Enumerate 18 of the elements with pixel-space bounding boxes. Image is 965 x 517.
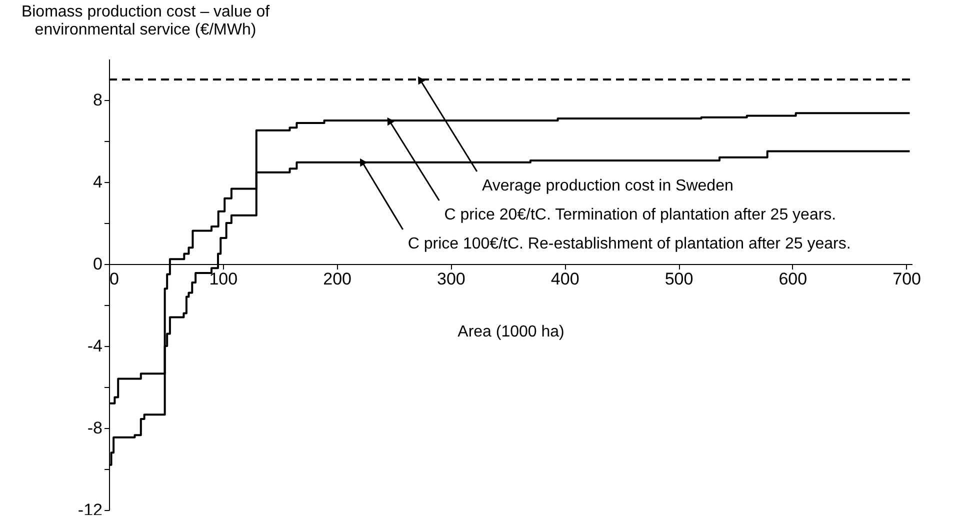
y-tick-label: 0 [93,254,102,274]
x-tick-label: 600 [778,270,808,288]
annotation: Average production cost in Sweden [482,178,734,194]
x-tick-label: 700 [892,270,921,288]
y-tick-label: -8 [87,418,102,438]
x-tick-label: 400 [550,270,580,288]
annotation: C price 20€/tC. Termination of plantation after 25 years. [444,206,836,224]
x-tick-label: 500 [664,270,694,288]
x-tick-label: 100 [209,270,238,288]
x-tick-label: 200 [323,270,352,288]
y-axis-title: Biomass production cost – value of environmental service (€/MWh) [21,4,270,38]
y-tick-label: 8 [93,90,102,110]
x-tick-label: 0 [110,270,119,288]
y-tick-label: 4 [93,172,102,192]
y-tick-label: -4 [87,336,102,356]
x-axis-title: Area (1000 ha) [458,324,564,340]
x-tick-label: 300 [437,270,466,288]
annotation: C price 100€/tC. Re-establishment of plantation after 25 years. [408,236,851,252]
